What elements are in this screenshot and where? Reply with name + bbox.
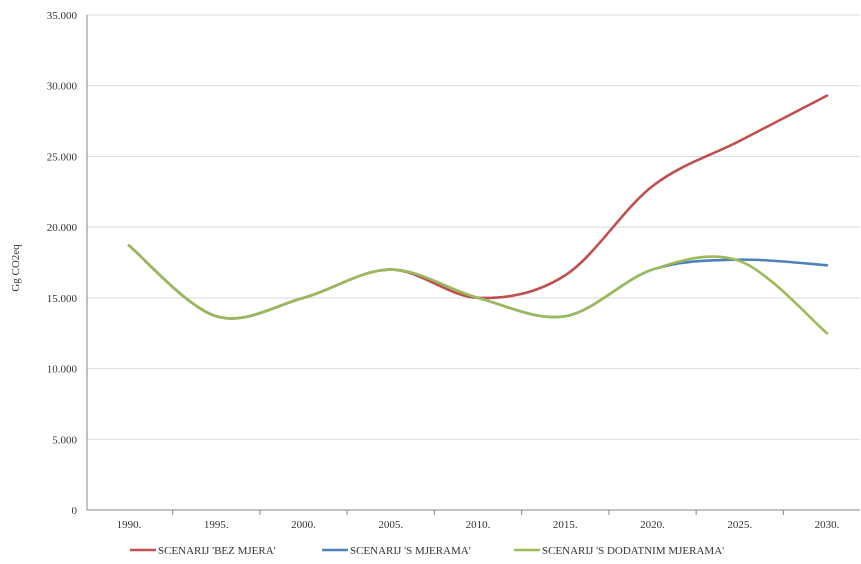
legend-label: SCENARIJ 'S MJERAMA' <box>350 545 471 557</box>
series-lines <box>127 94 829 335</box>
y-tick-label: 10.000 <box>47 364 78 376</box>
gridlines <box>87 14 860 440</box>
y-tick-labels: 0 5.000 10.000 15.000 20.000 25.000 30.000 35.0… <box>47 10 78 517</box>
x-tick-label: 2020. <box>640 519 665 531</box>
x-tick-label: 2010. <box>466 519 491 531</box>
axes <box>86 15 860 511</box>
x-tick-label: 2025. <box>727 519 752 531</box>
x-tick-label: 2005. <box>378 519 403 531</box>
y-tick-label: 15.000 <box>47 293 78 305</box>
y-axis-label: Gg CO2eq <box>10 244 22 292</box>
legend: SCENARIJ 'BEZ MJERA' SCENARIJ 'S MJERAMA'… <box>130 545 724 557</box>
x-tick-label: 1995. <box>204 519 229 531</box>
series-line-1 <box>127 94 829 320</box>
y-tick-label: 20.000 <box>47 222 78 234</box>
y-tick-label: 25.000 <box>47 151 78 163</box>
y-tick-label: 5.000 <box>52 434 77 446</box>
series-line-3 <box>127 244 829 335</box>
x-tick-label: 2000. <box>291 519 316 531</box>
x-tick-label: 2015. <box>553 519 578 531</box>
x-tick-labels: 1990. 1995. 2000. 2005. 2010. 2015. 2020. 2025.… <box>117 510 840 531</box>
x-tick-label: 1990. <box>117 519 142 531</box>
legend-label: SCENARIJ 'BEZ MJERA' <box>158 545 276 557</box>
x-tick-label: 2030. <box>815 519 840 531</box>
y-tick-label: 30.000 <box>47 81 78 93</box>
legend-label: SCENARIJ 'S DODATNIM MJERAMA' <box>542 545 724 557</box>
y-tick-label: 35.000 <box>47 10 78 22</box>
y-tick-label: 0 <box>72 505 78 517</box>
